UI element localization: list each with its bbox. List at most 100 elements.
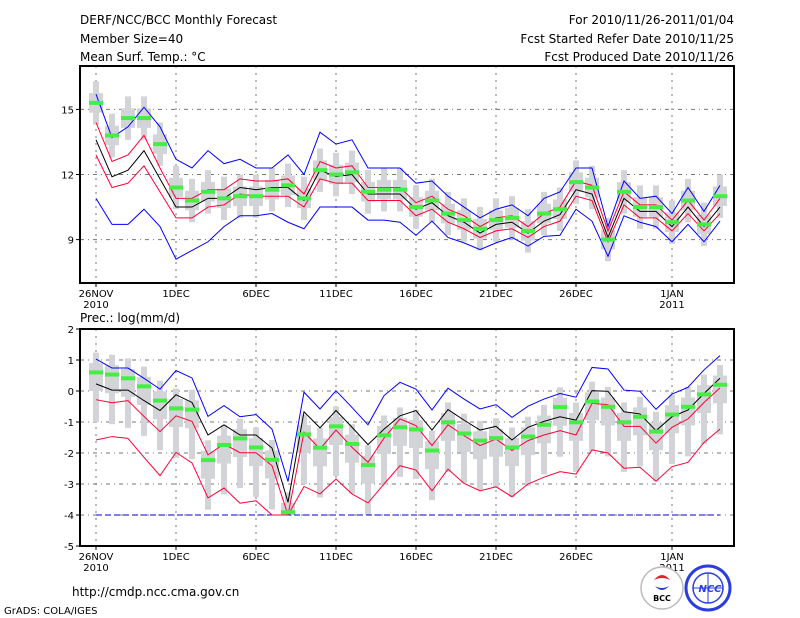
median-marker [441, 420, 455, 425]
median-marker [521, 434, 535, 439]
y-tick-label: -4 [64, 511, 74, 522]
median-marker [345, 442, 359, 447]
median-marker [105, 372, 119, 377]
median-marker [201, 458, 215, 463]
median-marker [377, 187, 391, 192]
series-line-mean [95, 139, 721, 239]
ncc-logo-text: NCC [698, 584, 722, 595]
median-marker [233, 194, 247, 199]
median-marker [217, 196, 231, 201]
box-bar [153, 391, 167, 420]
median-marker [201, 189, 215, 194]
series-line-mean-sd [95, 154, 721, 244]
median-marker [585, 185, 599, 190]
median-marker [553, 405, 567, 410]
x-tick-label: 1JAN [660, 552, 683, 563]
bcc-logo: BCC [640, 566, 684, 610]
y-tick-label: 9 [68, 236, 74, 247]
median-marker [409, 427, 423, 432]
box-bar [441, 413, 455, 441]
median-marker [185, 198, 199, 203]
median-marker [537, 422, 551, 427]
footer-url[interactable]: http://cmdp.ncc.cma.gov.cn [72, 585, 239, 599]
median-marker [681, 404, 695, 409]
box-bar [393, 417, 407, 446]
box-bar [217, 435, 231, 464]
box-bar [553, 397, 567, 426]
box-bar [681, 397, 695, 426]
forecast-period: For 2010/11/26-2011/01/04 [569, 13, 734, 27]
median-marker [617, 189, 631, 194]
median-marker [409, 205, 423, 210]
median-marker [489, 218, 503, 223]
median-marker [553, 207, 567, 212]
median-marker [665, 412, 679, 417]
median-marker [681, 198, 695, 203]
median-marker [313, 445, 327, 450]
median-marker [633, 414, 647, 419]
median-marker [249, 194, 263, 199]
box-bar [233, 429, 247, 458]
median-marker [137, 116, 151, 121]
started-date: Fcst Started Refer Date 2010/11/25 [520, 32, 734, 46]
median-marker [441, 211, 455, 216]
series-line-max [95, 355, 721, 482]
median-marker [697, 392, 711, 397]
median-marker [265, 187, 279, 192]
x-tick-label: 26NOV [79, 289, 114, 300]
box-bar [185, 400, 199, 429]
box-bar [617, 413, 631, 441]
median-marker [313, 168, 327, 173]
median-marker [121, 116, 135, 121]
median-marker [169, 406, 183, 411]
box-bar [409, 420, 423, 449]
median-marker [393, 187, 407, 192]
median-marker [105, 133, 119, 138]
series-line-min [95, 198, 721, 260]
median-marker [457, 431, 471, 436]
box-bar [329, 417, 343, 445]
x-tick-label: 1DEC [162, 289, 189, 300]
y-tick-label: 0 [68, 387, 74, 398]
median-marker [425, 448, 439, 453]
ncc-logo: NCC [684, 564, 732, 612]
series-line-mean-2sd [95, 428, 721, 516]
box-bar [633, 407, 647, 436]
median-marker [649, 205, 663, 210]
x-tick-label: 26DEC [559, 289, 593, 300]
median-marker [345, 170, 359, 175]
y-tick-label: 15 [61, 105, 74, 116]
median-marker [281, 510, 295, 515]
box-bar [585, 392, 599, 421]
y-tick-label: 2 [68, 325, 74, 336]
x-tick-label: 6DEC [242, 552, 269, 563]
box-bar [425, 441, 439, 470]
x-tick-year-label: 2011 [659, 300, 684, 311]
y-tick-label: -3 [64, 480, 74, 491]
median-marker [329, 172, 343, 177]
median-marker [249, 445, 263, 450]
median-marker [153, 142, 167, 147]
x-tick-year-label: 2011 [659, 563, 684, 574]
x-tick-label: 16DEC [399, 289, 433, 300]
median-marker [281, 183, 295, 188]
x-tick-label: 1JAN [660, 289, 683, 300]
box-bar [649, 422, 663, 451]
y-tick-label: -5 [64, 542, 74, 553]
plot-frame [79, 328, 735, 547]
median-marker [521, 228, 535, 233]
median-marker [89, 370, 103, 375]
y-tick-label: -2 [64, 449, 74, 460]
x-tick-label: 6DEC [242, 289, 269, 300]
median-marker [489, 436, 503, 441]
median-marker [601, 237, 615, 242]
median-marker [617, 420, 631, 425]
box-bar [377, 426, 391, 454]
median-marker [297, 196, 311, 201]
x-tick-label: 26DEC [559, 552, 593, 563]
box-bar [457, 424, 471, 453]
x-tick-label: 26NOV [79, 552, 114, 563]
